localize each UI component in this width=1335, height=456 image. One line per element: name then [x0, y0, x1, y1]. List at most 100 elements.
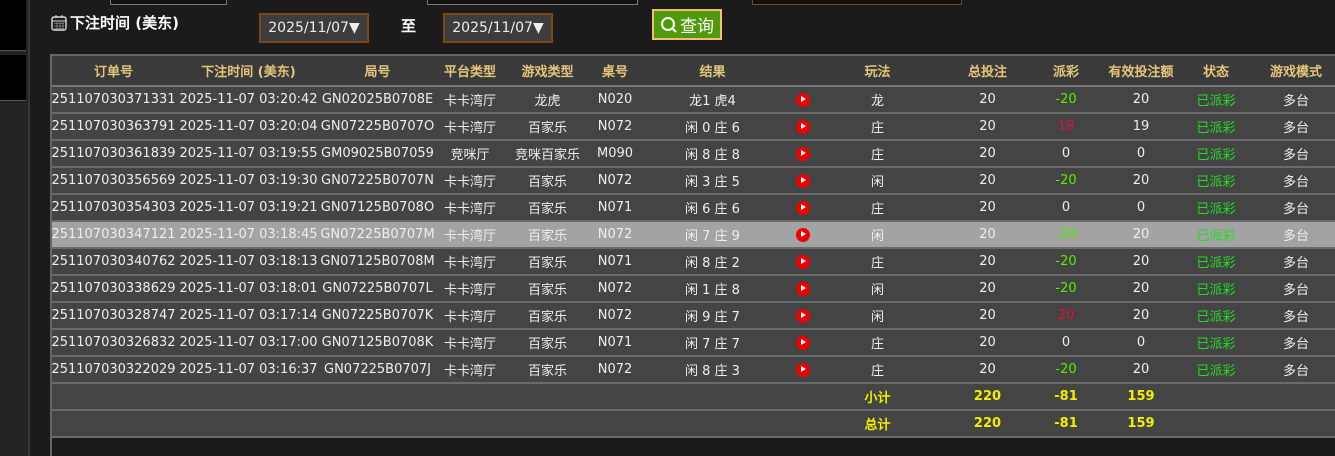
cell: -20: [1040, 86, 1092, 114]
cell: N071: [590, 194, 640, 222]
cell: 庄: [820, 329, 935, 357]
calendar-icon: [51, 14, 67, 31]
top-input[interactable]: [752, 0, 962, 5]
play-video-icon[interactable]: [795, 335, 810, 350]
table-border: [50, 54, 52, 456]
replay-cell: [785, 221, 820, 249]
cell: 0: [1040, 140, 1092, 168]
cell: 0: [1040, 194, 1092, 222]
cell: 20: [935, 167, 1040, 195]
table-row[interactable]: 251107030356569 2025-11-07 03:19:30 GN0722…: [50, 167, 1335, 195]
cell: 251107030361839: [50, 140, 177, 168]
cell: N072: [590, 275, 640, 303]
cell: GN07225B0707L: [320, 275, 435, 303]
cell: 20: [935, 194, 1040, 222]
subtotal-row: 小计 220 -81 159: [50, 383, 1335, 411]
cell: 20: [1092, 221, 1190, 249]
total-payout: -81: [1040, 410, 1092, 438]
column-header: 游戏类型: [505, 54, 590, 87]
table-row[interactable]: 251107030322029 2025-11-07 03:16:37 GN0722…: [50, 356, 1335, 384]
play-video-icon[interactable]: [795, 281, 810, 296]
cell: 2025-11-07 03:18:01: [177, 275, 320, 303]
cell: 多台: [1242, 194, 1335, 222]
cell: 0: [1092, 140, 1190, 168]
cell: GN07225B0707N: [320, 167, 435, 195]
play-video-icon[interactable]: [795, 173, 810, 188]
cell: M090: [590, 140, 640, 168]
play-video-icon[interactable]: [795, 119, 810, 134]
cell: GM09025B07059: [320, 140, 435, 168]
cell: 251107030371331: [50, 86, 177, 114]
cell: [590, 410, 640, 438]
table-row[interactable]: 251107030361839 2025-11-07 03:19:55 GM0902…: [50, 140, 1335, 168]
cell: 闲 0 庄 6: [640, 113, 785, 141]
cell: 已派彩: [1190, 329, 1242, 357]
cell: 20: [935, 248, 1040, 276]
cell: 2025-11-07 03:18:13: [177, 248, 320, 276]
cell: 庄: [820, 356, 935, 384]
sidebar-item[interactable]: [0, 55, 26, 101]
cell: 20: [1092, 167, 1190, 195]
cell: [505, 410, 590, 438]
table-row[interactable]: 251107030340762 2025-11-07 03:18:13 GN0712…: [50, 248, 1335, 276]
cell: 闲 8 庄 2: [640, 248, 785, 276]
cell: 闲 6 庄 6: [640, 194, 785, 222]
cell: 251107030363791: [50, 113, 177, 141]
replay-cell: [785, 302, 820, 330]
cell: [505, 383, 590, 411]
query-button[interactable]: 查询: [652, 9, 722, 40]
cell: 已派彩: [1190, 302, 1242, 330]
cell: 闲 1 庄 8: [640, 275, 785, 303]
end-date-select[interactable]: 2025/11/07▼: [443, 13, 553, 43]
cell: 百家乐: [505, 113, 590, 141]
cell: -20: [1040, 167, 1092, 195]
table-row[interactable]: 251107030328747 2025-11-07 03:17:14 GN0722…: [50, 302, 1335, 330]
play-video-icon[interactable]: [795, 92, 810, 107]
cell: 0: [1040, 329, 1092, 357]
cell: 20: [935, 113, 1040, 141]
cell: 百家乐: [505, 275, 590, 303]
total-valid: 159: [1092, 410, 1190, 438]
play-video-icon[interactable]: [795, 200, 810, 215]
play-video-icon[interactable]: [795, 308, 810, 323]
cell: GN07125B0708M: [320, 248, 435, 276]
cell: 百家乐: [505, 356, 590, 384]
start-date-select[interactable]: 2025/11/07▼: [259, 13, 369, 43]
cell: 龙虎: [505, 86, 590, 114]
subtotal-bet: 220: [935, 383, 1040, 411]
cell: 多台: [1242, 221, 1335, 249]
cell: 已派彩: [1190, 86, 1242, 114]
cell: 龙: [820, 86, 935, 114]
table-row[interactable]: 251107030371331 2025-11-07 03:20:42 GN0202…: [50, 86, 1335, 114]
play-video-icon[interactable]: [795, 146, 810, 161]
cell: 251107030356569: [50, 167, 177, 195]
sidebar-item[interactable]: [0, 0, 26, 51]
table-row[interactable]: 251107030338629 2025-11-07 03:18:01 GN0722…: [50, 275, 1335, 303]
table-row[interactable]: 251107030326832 2025-11-07 03:17:00 GN0712…: [50, 329, 1335, 357]
cell: 20: [935, 275, 1040, 303]
cell: 20: [935, 221, 1040, 249]
cell: [785, 410, 820, 438]
table-row[interactable]: 251107030363791 2025-11-07 03:20:04 GN0722…: [50, 113, 1335, 141]
cell: 闲 8 庄 8: [640, 140, 785, 168]
subtotal-payout: -81: [1040, 383, 1092, 411]
table-row[interactable]: 251107030347121 2025-11-07 03:18:45 GN0722…: [50, 221, 1335, 249]
cell: 卡卡湾厅: [435, 248, 505, 276]
cell: 2025-11-07 03:20:04: [177, 113, 320, 141]
column-header: 订单号: [50, 54, 177, 87]
search-icon: [661, 16, 677, 33]
cell: GN02025B0708E: [320, 86, 435, 114]
cell: 251107030326832: [50, 329, 177, 357]
cell: 庄: [820, 248, 935, 276]
column-header: 桌号: [590, 54, 640, 87]
top-input[interactable]: [110, 0, 227, 5]
cell: 卡卡湾厅: [435, 275, 505, 303]
table-row[interactable]: 251107030354303 2025-11-07 03:19:21 GN0712…: [50, 194, 1335, 222]
play-video-icon[interactable]: [795, 254, 810, 269]
cell: 2025-11-07 03:19:55: [177, 140, 320, 168]
play-video-icon[interactable]: [795, 362, 810, 377]
play-video-icon[interactable]: [795, 227, 810, 242]
cell: GN07225B0707K: [320, 302, 435, 330]
top-input[interactable]: [427, 0, 638, 5]
total-bet: 220: [935, 410, 1040, 438]
